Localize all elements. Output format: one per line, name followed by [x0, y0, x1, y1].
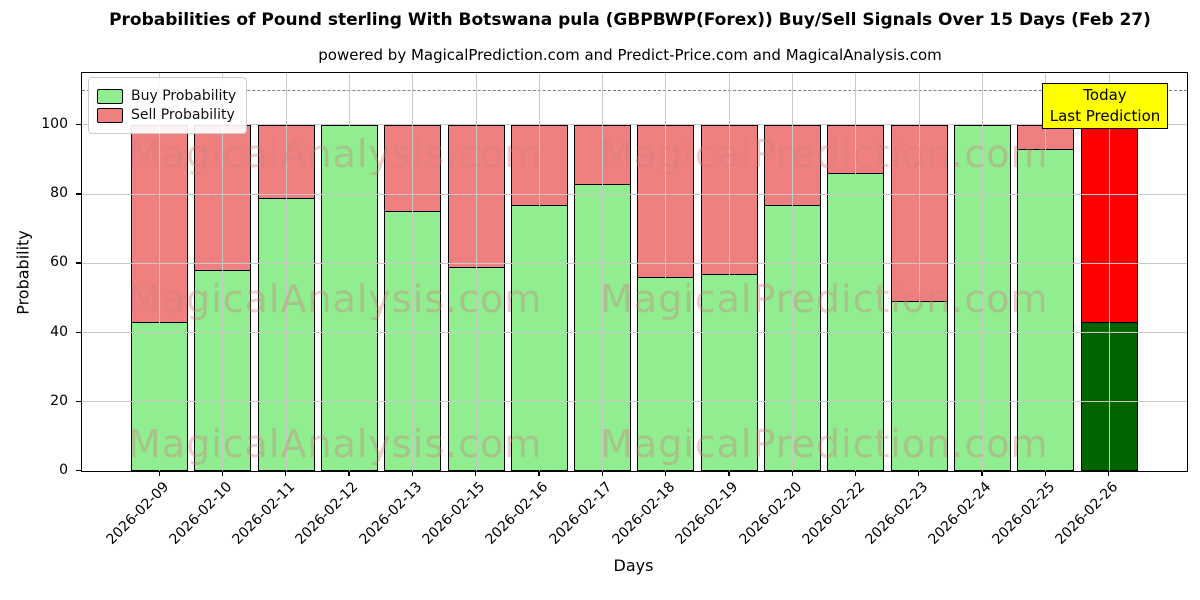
legend-label-buy: Buy Probability [131, 88, 237, 104]
dashed-threshold-line [82, 90, 1187, 92]
today-annotation-line2: Last Prediction [1049, 107, 1161, 125]
h-gridline-100 [82, 124, 1187, 126]
y-tick-label-20: 20 [50, 392, 68, 409]
y-tick-mark [76, 470, 81, 472]
v-gridline [412, 73, 414, 471]
x-tick-mark [475, 471, 477, 476]
today-annotation-line1: Today [1083, 86, 1127, 104]
watermark-text: MagicalPrediction.com [600, 132, 1049, 176]
y-tick-mark [76, 123, 81, 126]
h-gridline-20 [82, 401, 1187, 403]
today-annotation: Today Last Prediction [1042, 83, 1168, 129]
legend-label-sell: Sell Probability [131, 107, 235, 123]
x-tick-label-2026-02-09: 2026-02-09 [102, 479, 172, 548]
v-gridline [222, 73, 224, 471]
watermark-text: MagicalAnalysis.com [128, 422, 543, 466]
y-tick-label-60: 60 [50, 254, 68, 271]
y-tick-label-80: 80 [50, 185, 68, 202]
y-tick-mark [76, 262, 81, 264]
v-gridline [728, 73, 730, 471]
x-tick-mark [221, 471, 224, 476]
y-tick-label-0: 0 [59, 462, 68, 478]
v-gridline [1108, 73, 1110, 471]
v-gridline [475, 73, 477, 471]
v-gridline [1045, 73, 1047, 471]
x-tick-mark [158, 471, 160, 476]
chart-subtitle: powered by MagicalPrediction.com and Pre… [318, 46, 942, 64]
h-gridline-80 [82, 193, 1187, 195]
y-tick-label-40: 40 [50, 323, 68, 340]
v-gridline [918, 73, 920, 471]
y-tick-mark [76, 400, 81, 403]
x-tick-mark [348, 471, 350, 476]
h-gridline-40 [82, 332, 1187, 334]
legend-item-buy: Buy Probability [97, 88, 236, 104]
sell-swatch-icon [97, 107, 123, 123]
plot-area [81, 72, 1188, 472]
x-axis-label: Days [613, 556, 654, 575]
y-tick-label-100: 100 [41, 115, 68, 132]
v-gridline [538, 73, 540, 471]
x-tick-mark [918, 471, 920, 476]
watermark-text: MagicalAnalysis.com [128, 277, 543, 321]
y-tick-mark [76, 193, 81, 195]
v-gridline [792, 73, 793, 471]
v-gridline [855, 73, 857, 471]
y-axis-label: Probability [13, 230, 33, 315]
buy-swatch-icon [97, 88, 123, 104]
watermark-text: MagicalPrediction.com [600, 422, 1049, 466]
x-tick-mark [411, 471, 414, 476]
v-gridline [285, 73, 287, 471]
y-tick-mark [76, 331, 81, 333]
chart-title: Probabilities of Pound sterling With Bot… [109, 10, 1151, 30]
watermark-text: MagicalAnalysis.com [128, 132, 543, 176]
legend: Buy Probability Sell Probability [88, 77, 248, 134]
x-tick-mark [728, 471, 730, 476]
x-tick-mark [1108, 471, 1110, 476]
h-gridline-60 [82, 262, 1187, 264]
x-tick-mark [854, 471, 857, 476]
v-gridline [348, 73, 350, 471]
x-tick-mark [1044, 471, 1047, 476]
v-gridline [981, 73, 983, 471]
x-tick-mark [981, 471, 983, 476]
x-tick-mark [791, 471, 793, 476]
v-gridline [159, 73, 160, 471]
watermark-text: MagicalPrediction.com [600, 277, 1049, 321]
x-tick-mark [538, 471, 540, 476]
x-tick-mark [601, 471, 603, 476]
v-gridline [602, 73, 604, 471]
v-gridline [665, 73, 667, 471]
x-tick-mark [664, 471, 667, 476]
x-tick-mark [285, 471, 287, 476]
legend-item-sell: Sell Probability [97, 107, 236, 123]
